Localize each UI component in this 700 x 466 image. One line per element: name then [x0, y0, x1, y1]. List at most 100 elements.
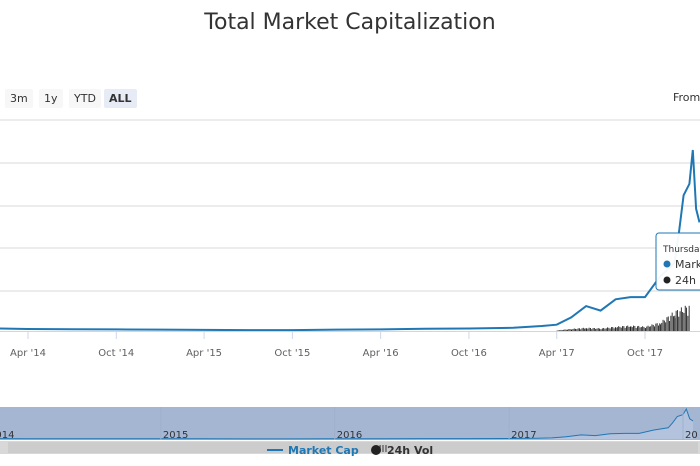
zoom-3m-button[interactable]: 3m [5, 89, 33, 108]
volume-bar [662, 319, 664, 331]
legend-label-market-cap[interactable]: Market Cap [288, 444, 359, 457]
volume-bar [559, 330, 561, 331]
volume-bar [654, 326, 655, 331]
volume-bar [588, 327, 590, 331]
volume-bar [560, 329, 562, 331]
volume-bar [611, 327, 612, 331]
volume-bar [684, 305, 686, 331]
volume-bar [573, 328, 575, 331]
volume-bar [673, 316, 674, 331]
volume-bar [558, 330, 559, 331]
x-tick-label: Oct '17 [627, 348, 663, 359]
volume-bar [640, 327, 642, 331]
volume-bar [585, 328, 587, 331]
zoom-all-button[interactable]: ALL [104, 89, 137, 108]
volume-bar [639, 327, 641, 331]
navigator-year-label: 2017 [511, 430, 536, 441]
x-tick-label: Apr '14 [10, 348, 46, 359]
volume-bar [564, 329, 566, 331]
volume-bar [592, 328, 594, 331]
volume-bar [581, 328, 583, 331]
x-tick-label: Apr '16 [363, 348, 399, 359]
x-tick-label: Oct '16 [451, 348, 487, 359]
legend-item-market-cap[interactable]: Market Cap [267, 444, 359, 457]
navigator-area [0, 409, 693, 439]
volume-bar [678, 316, 680, 331]
x-tick-label: Apr '17 [539, 348, 575, 359]
volume-bar [591, 329, 593, 331]
volume-bar [633, 325, 634, 331]
scrollbar-thumb[interactable] [8, 442, 698, 453]
volume-bar [582, 327, 584, 331]
tooltip-date: Thursday [662, 245, 700, 255]
volume-bar [656, 323, 658, 331]
volume-bar [596, 328, 598, 331]
navigator-year-label: 2014 [0, 430, 14, 441]
volume-bar [686, 307, 687, 331]
volume-series [556, 305, 690, 331]
grid-lines [0, 119, 700, 292]
volume-bar [629, 326, 631, 331]
volume-bar [671, 312, 673, 331]
x-axis: Apr '14 Oct '14 Apr '15 Oct '15 Apr '16 Oct '… [0, 331, 700, 359]
volume-bar [655, 323, 657, 331]
volume-bar [577, 328, 579, 331]
legend[interactable]: Market Cap 24h Vol [267, 444, 433, 457]
volume-bar [616, 327, 618, 331]
market-cap-line [0, 149, 700, 332]
scrollbar-grip[interactable]: III [379, 444, 388, 455]
volume-bar [571, 329, 573, 331]
x-tick-label: Oct '14 [98, 348, 134, 359]
volume-bar [667, 316, 669, 331]
volume-bar [568, 329, 570, 331]
volume-bar [658, 325, 659, 331]
volume-bar [688, 305, 690, 331]
volume-bar [638, 325, 640, 331]
tooltip-bullet-market-cap [663, 260, 671, 268]
volume-bar [620, 327, 622, 331]
volume-bar [590, 328, 591, 331]
volume-bar [687, 315, 689, 331]
volume-bar [614, 327, 616, 331]
volume-bar [659, 323, 661, 331]
volume-bar [663, 320, 665, 331]
volume-bar [561, 330, 563, 331]
tooltip-market-cap: Mark [675, 258, 700, 271]
volume-bar [628, 326, 630, 331]
tooltip-box [655, 232, 700, 291]
zoom-1y-button[interactable]: 1y [39, 89, 63, 108]
volume-bar [660, 324, 661, 331]
legend-label-volume[interactable]: 24h Vol [387, 444, 433, 457]
volume-bar [608, 327, 610, 331]
volume-bar [556, 330, 558, 331]
navigator-years: 2014 2015 2016 2017 20 [0, 407, 698, 441]
navigator-year-label: 20 [685, 430, 698, 441]
volume-bar [605, 328, 607, 331]
navigator[interactable]: 2014 2015 2016 2017 20 [0, 407, 700, 441]
legend-item-volume[interactable]: 24h Vol [371, 444, 433, 457]
volume-bar [683, 313, 685, 331]
volume-bar [661, 322, 663, 331]
volume-bar [599, 328, 600, 331]
volume-bar [627, 325, 629, 331]
volume-bar [575, 328, 576, 331]
tooltip: Thursday Mark 24h [655, 232, 700, 291]
navigator-background [0, 407, 700, 440]
volume-bar [600, 329, 602, 331]
navigator-line [0, 407, 694, 440]
volume-bar [630, 326, 632, 331]
volume-bar [652, 324, 654, 331]
tooltip-volume: 24h [675, 274, 696, 287]
navigator-scrollbar[interactable]: III [0, 441, 700, 455]
volume-bar [682, 312, 684, 331]
volume-bar [572, 329, 574, 331]
zoom-ytd-button[interactable]: YTD [69, 89, 101, 108]
volume-bar [618, 326, 620, 331]
volume-bar [675, 310, 677, 331]
volume-bar [679, 311, 681, 331]
volume-bar [563, 329, 565, 331]
volume-bar [646, 326, 648, 331]
volume-bar [680, 307, 682, 331]
volume-bar [612, 327, 614, 331]
